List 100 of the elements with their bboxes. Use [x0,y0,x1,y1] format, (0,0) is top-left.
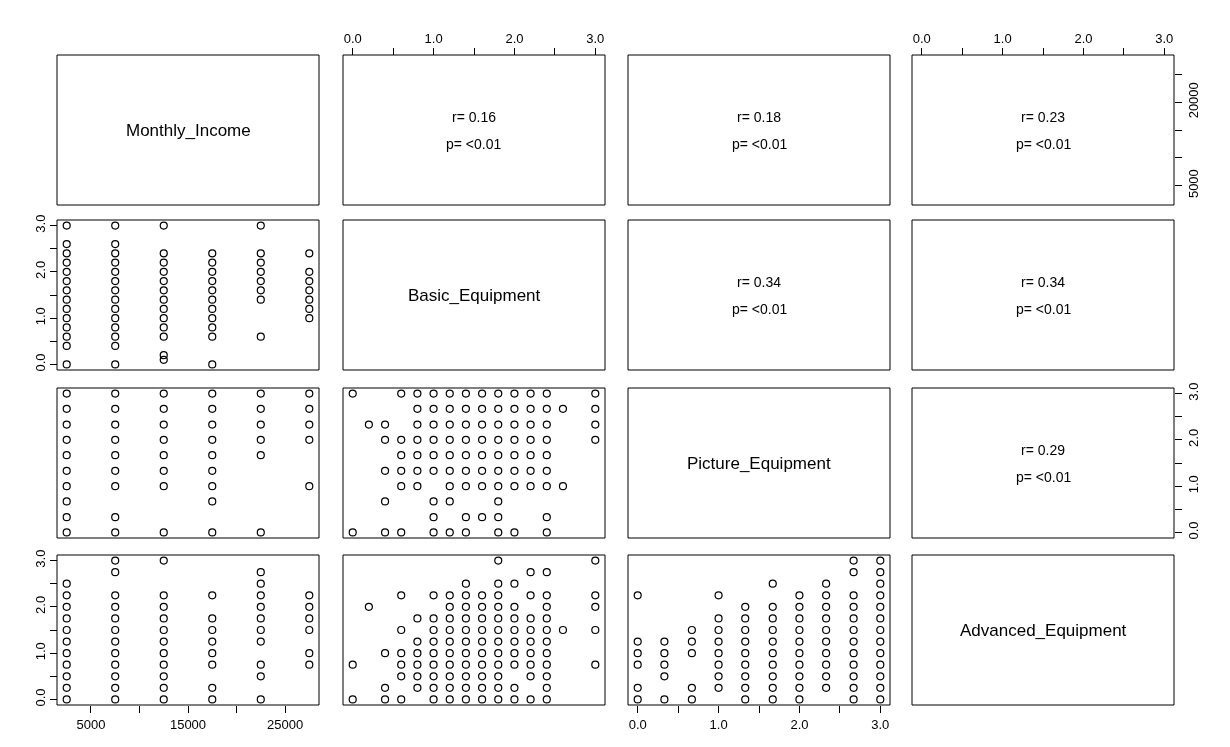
annotation: p= <0.01 [446,136,502,152]
annotation: r= 0.16 [452,109,497,125]
point [62,435,71,444]
point [208,683,217,692]
point [256,602,265,611]
y-tick-label: 5000 [1185,169,1201,199]
point [159,591,168,600]
point [111,602,120,611]
text: Advanced_Equipment [960,621,1127,640]
point [159,649,168,658]
point [111,513,120,522]
y-tick-label: 2.0 [32,260,48,279]
point [62,637,71,646]
point [305,435,314,444]
text: Basic_Equipment [408,286,541,305]
point [256,389,265,398]
annotation: p= <0.01 [1016,136,1072,152]
point [111,404,120,413]
point [111,466,120,475]
point [305,660,314,669]
text: p= <0.01 [732,301,788,317]
point [208,389,217,398]
point [208,591,217,600]
point [62,591,71,600]
point [208,614,217,623]
point [208,637,217,646]
point [305,602,314,611]
y-tick-label: 2.0 [1185,428,1201,447]
point [208,466,217,475]
point [159,614,168,623]
y-tick-label: 3.0 [32,549,48,568]
point [159,672,168,681]
point [256,695,265,704]
point [111,528,120,537]
point [159,466,168,475]
point [62,579,71,588]
y-tick-label: 20000 [1185,82,1201,119]
y-tick-label: 3.0 [32,214,48,233]
y-tick-label: 0.0 [1185,521,1201,540]
point [256,568,265,577]
point [256,435,265,444]
point [62,389,71,398]
point [62,614,71,623]
point [208,528,217,537]
point [62,528,71,537]
point [62,649,71,658]
point [62,695,71,704]
x-tick-label: 0.0 [343,30,362,46]
y-tick-label: 1.0 [32,307,48,326]
point [62,513,71,522]
point [159,625,168,635]
point [111,695,120,704]
point [256,579,265,588]
point [111,451,120,460]
point [256,625,265,635]
point [62,602,71,611]
x-tick-label: 2.0 [505,30,524,46]
point [111,660,120,669]
point [159,660,168,669]
x-tick-label: 3.0 [871,716,890,732]
point [111,568,120,577]
point [159,420,168,429]
point [62,625,71,635]
point [111,683,120,692]
y-tick-label: 2.0 [32,595,48,614]
point [208,404,217,413]
point [159,695,168,704]
point [305,389,314,398]
point [305,614,314,623]
point [208,625,217,635]
annotation: r= 0.23 [1021,109,1066,125]
y-tick-label: 0.0 [32,353,48,372]
point [208,695,217,704]
text: r= 0.34 [1021,274,1066,290]
point [256,637,265,646]
point [208,660,217,669]
point [62,482,71,491]
point [111,649,120,658]
point [159,451,168,460]
point [159,637,168,646]
point [159,528,168,537]
point [111,637,120,646]
point [159,556,168,565]
point [208,420,217,429]
text: p= <0.01 [1016,301,1072,317]
text: p= <0.01 [732,136,788,152]
point [62,672,71,681]
point [256,528,265,537]
point [305,625,314,635]
point [159,404,168,413]
text: Picture_Equipment [687,454,831,473]
point [305,420,314,429]
x-tick-label: 3.0 [586,30,605,46]
text: r= 0.34 [737,274,782,290]
point [111,556,120,565]
point [111,625,120,635]
point [111,420,120,429]
point [256,614,265,623]
point [208,482,217,491]
point [62,451,71,460]
